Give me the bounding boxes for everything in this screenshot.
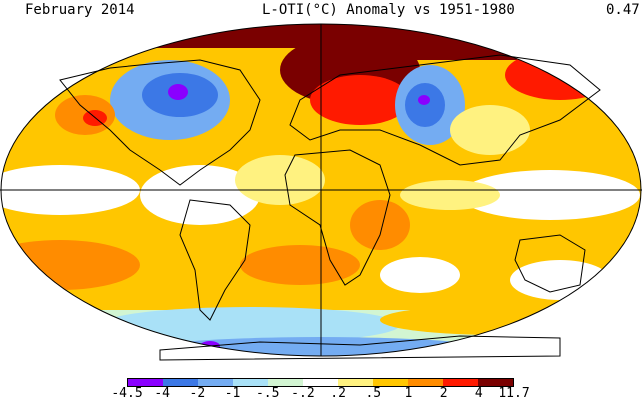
legend-tick-label: 1 xyxy=(404,386,413,401)
legend-tick-label: -.5 xyxy=(255,386,280,401)
legend-swatch xyxy=(408,379,443,386)
legend-swatch xyxy=(163,379,198,386)
legend-swatch xyxy=(198,379,233,386)
coastlines xyxy=(59,54,601,361)
legend-swatch xyxy=(303,379,338,386)
anomaly-map xyxy=(0,23,642,361)
global-mean-value: 0.47 xyxy=(606,2,640,18)
legend-tick-label: 11.7 xyxy=(498,386,530,401)
date-label: February 2014 xyxy=(25,2,135,18)
legend-swatch xyxy=(233,379,268,386)
legend-tick-label: -.2 xyxy=(291,386,315,401)
legend-tick-label: -1 xyxy=(224,386,241,401)
map-title: L-OTI(°C) Anomaly vs 1951-1980 xyxy=(262,2,515,18)
legend-tick-label: 2 xyxy=(439,386,448,401)
globe-outline xyxy=(0,23,642,357)
legend-tick-label: -4.5 xyxy=(111,386,143,401)
legend-swatch xyxy=(373,379,408,386)
legend-swatch xyxy=(443,379,478,386)
legend-swatch xyxy=(128,379,163,386)
legend-tick-label: 4 xyxy=(474,386,483,401)
legend-swatch xyxy=(478,379,513,386)
legend-tick-label: -2 xyxy=(189,386,206,401)
legend-swatch xyxy=(338,379,373,386)
legend-tick-label: .5 xyxy=(365,386,382,401)
legend-tick-label: -4 xyxy=(154,386,170,401)
legend-tick-label: .2 xyxy=(330,386,346,401)
legend-swatch xyxy=(268,379,303,386)
legend-ticks: -4.5 -4 -2 -1 -.5 -.2 .2 .5 1 2 4 11.7 xyxy=(0,386,642,402)
color-legend xyxy=(127,378,514,387)
